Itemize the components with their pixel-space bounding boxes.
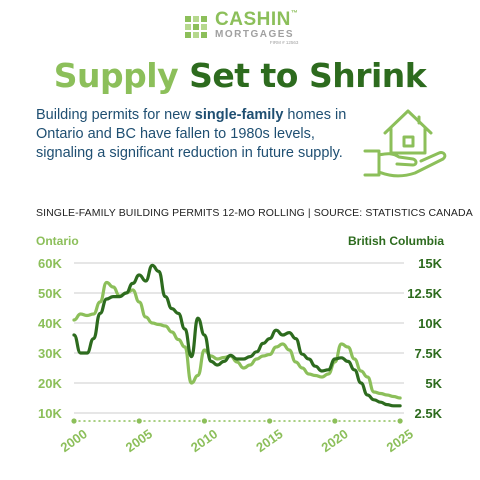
x-tick-dot: [267, 418, 273, 424]
brand-grid-icon: [185, 15, 209, 40]
headline-rest: Set to Shrink: [189, 56, 427, 95]
x-tick-label: 2005: [123, 426, 155, 455]
x-tick-dot: [71, 418, 77, 424]
right-tick-label: 5K: [425, 376, 442, 391]
x-tick-label: 2010: [188, 426, 220, 455]
x-tick-label: 2000: [58, 426, 90, 455]
intro-part1: Building permits for new: [36, 107, 195, 123]
left-tick-label: 40K: [38, 316, 62, 331]
series-line-ontario: [72, 280, 402, 400]
x-tick-dot: [332, 418, 338, 424]
left-tick-label: 30K: [38, 346, 62, 361]
x-tick-dot: [201, 418, 208, 424]
right-tick-label: 2.5K: [415, 406, 443, 421]
series-line-british-columbia: [72, 263, 402, 408]
right-tick-label: 10K: [418, 316, 442, 331]
brand-name: CASHIN: [215, 9, 291, 30]
left-tick-label: 20K: [38, 376, 62, 391]
left-tick-label: 50K: [38, 286, 62, 301]
brand-sub: MORTGAGES: [215, 29, 295, 40]
left-tick-label: 10K: [38, 406, 62, 421]
brand-firm: FIRM # 12563: [269, 40, 299, 45]
right-axis-label: British Columbia: [348, 234, 444, 248]
intro-part2: homes in Ontario and BC have fallen to 1…: [36, 107, 347, 161]
source-line: SINGLE-FAMILY BUILDING PERMITS 12-MO ROL…: [36, 207, 473, 219]
left-axis-label: Ontario: [36, 234, 79, 248]
x-tick-dot: [397, 418, 403, 424]
intro-bold: single-family: [194, 107, 284, 123]
headline: Supply Set to Shrink: [0, 56, 480, 95]
left-tick-label: 60K: [38, 256, 62, 271]
brand-logo: CASHIN™ MORTGAGES FIRM # 12563: [185, 10, 298, 46]
permits-chart: 10K 2.5K 20K 5K 30K 7.5K 40K 10K 50K 12.5K 60K 15K 2…: [36, 234, 444, 455]
right-tick-label: 7.5K: [415, 346, 443, 361]
right-tick-label: 12.5K: [407, 286, 442, 301]
right-tick-label: 15K: [418, 256, 442, 271]
x-tick-label: 2020: [318, 426, 350, 455]
x-tick-dot: [136, 418, 142, 424]
x-tick-label: 2015: [253, 426, 285, 455]
house-in-hand-icon: [363, 109, 447, 178]
intro-text: Building permits for new single-family h…: [36, 106, 366, 163]
brand-trademark: ™: [290, 10, 299, 17]
headline-word-supply: Supply: [53, 56, 179, 95]
x-tick-label: 2025: [384, 426, 416, 455]
